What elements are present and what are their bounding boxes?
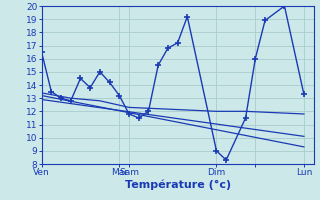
X-axis label: Température (°c): Température (°c)	[124, 180, 231, 190]
